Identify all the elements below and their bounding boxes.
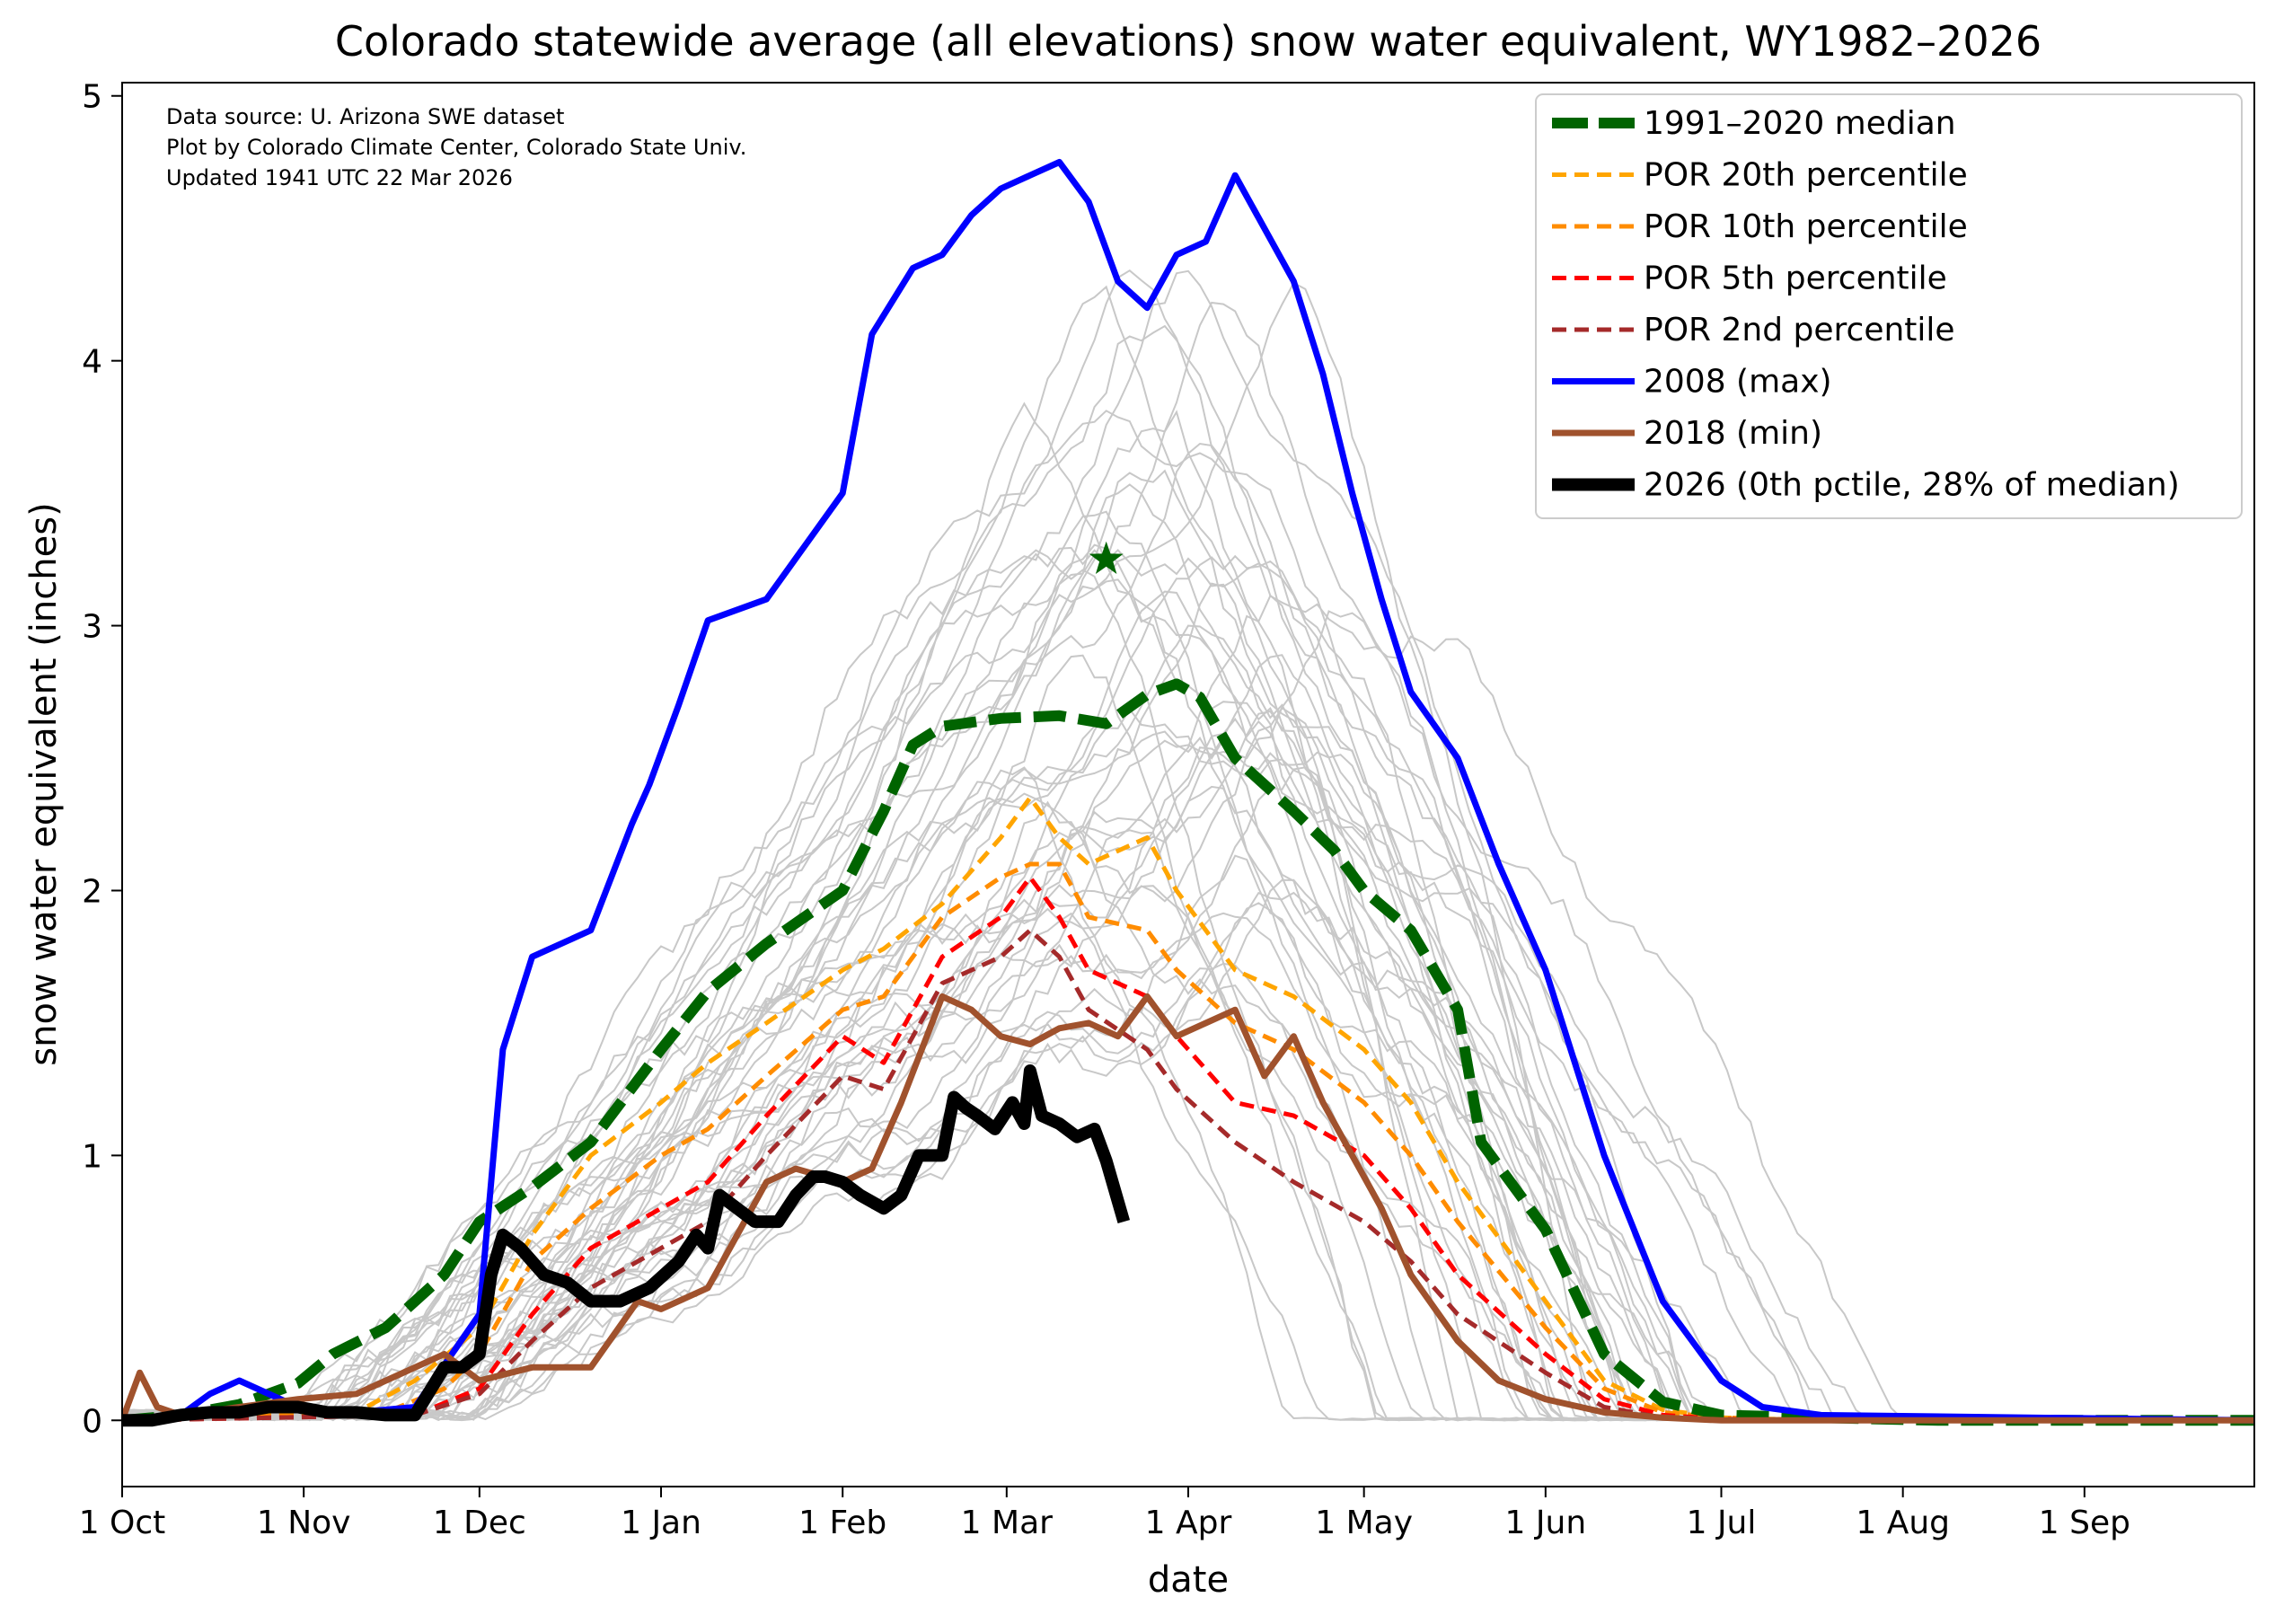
source-notes: Data source: U. Arizona SWE dataset Plot… <box>166 104 746 190</box>
series-line-5 <box>122 159 2254 1424</box>
series-line-0 <box>122 678 2254 1426</box>
x-tick-label: 1 Oct <box>79 1505 166 1541</box>
legend-label: 2026 (0th pctile, 28% of median) <box>1644 467 2180 504</box>
y-axis-ticks: 0 1 2 3 4 5 <box>82 79 122 1440</box>
x-tick-label: 1 May <box>1315 1505 1413 1541</box>
legend-label: 1991–2020 median <box>1644 105 1956 142</box>
y-axis-label: snow water equivalent (inches) <box>23 502 65 1065</box>
x-axis-label: date <box>1148 1559 1229 1601</box>
x-tick-label: 1 Nov <box>257 1505 351 1541</box>
note-data-source: Data source: U. Arizona SWE dataset <box>166 104 564 129</box>
y-tick-label: 0 <box>82 1403 102 1440</box>
series-line-6 <box>122 993 2254 1424</box>
y-tick-label: 5 <box>82 79 102 116</box>
series-line-7 <box>122 1064 1131 1427</box>
note-updated: Updated 1941 UTC 22 Mar 2026 <box>166 165 513 190</box>
legend-items: 1991–2020 median POR 20th percentile POR 1… <box>1552 105 2180 504</box>
legend-label: POR 2nd percentile <box>1644 312 1955 349</box>
legend-label: 2018 (min) <box>1644 415 1822 452</box>
median-peak-star-marker <box>1089 541 1124 574</box>
x-tick-label: 1 Sep <box>2039 1505 2130 1541</box>
x-axis-ticks: 1 Oct 1 Nov 1 Dec 1 Jan 1 Feb 1 Mar 1 Apr 1 May… <box>79 1487 2130 1541</box>
legend-label: 2008 (max) <box>1644 364 1832 401</box>
series-lines <box>122 159 2254 1427</box>
y-tick-label: 1 <box>82 1138 102 1175</box>
x-tick-label: 1 Feb <box>798 1505 886 1541</box>
series-line-2 <box>122 861 2254 1423</box>
x-tick-label: 1 Apr <box>1145 1505 1232 1541</box>
y-tick-label: 2 <box>82 873 102 910</box>
plot-area <box>122 159 2254 1427</box>
y-tick-label: 4 <box>82 344 102 381</box>
legend-box <box>1535 93 2243 519</box>
legend-label: POR 20th percentile <box>1644 157 1968 194</box>
x-tick-label: 1 Aug <box>1856 1505 1950 1541</box>
x-tick-label: 1 Mar <box>961 1505 1053 1541</box>
chart-title: Colorado statewide average (all elevatio… <box>335 17 2041 66</box>
legend-label: POR 10th percentile <box>1644 208 1968 245</box>
note-plot-credit: Plot by Colorado Climate Center, Colorad… <box>166 135 746 160</box>
x-tick-label: 1 Jun <box>1505 1505 1587 1541</box>
x-tick-label: 1 Jul <box>1687 1505 1757 1541</box>
y-tick-label: 3 <box>82 609 102 646</box>
legend-label: POR 5th percentile <box>1644 260 1947 297</box>
series-line-3 <box>122 875 2254 1423</box>
markers <box>1089 541 1124 574</box>
legend: 1991–2020 median POR 20th percentile POR 1… <box>1535 93 2243 519</box>
x-tick-label: 1 Dec <box>433 1505 526 1541</box>
x-tick-label: 1 Jan <box>621 1505 701 1541</box>
